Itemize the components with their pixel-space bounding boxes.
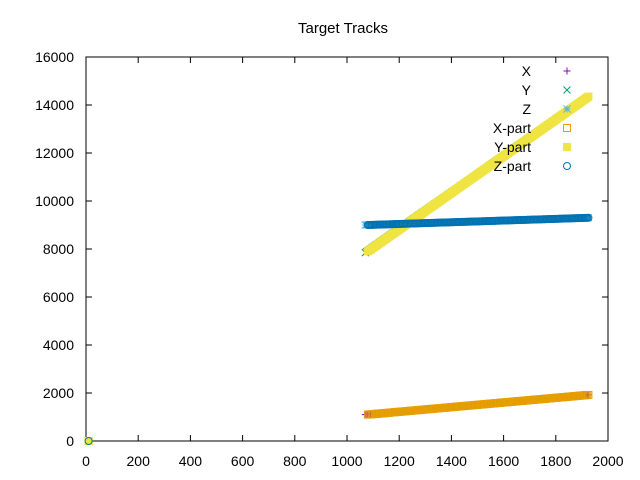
legend-marker: [563, 67, 571, 75]
x-tick-label: 600: [231, 453, 255, 469]
legend-marker: [563, 162, 571, 170]
y-tick-label: 8000: [43, 241, 74, 257]
data-point: [584, 390, 593, 399]
legend-marker: [563, 105, 571, 113]
data-point: [84, 437, 93, 445]
legend-label: X: [522, 63, 532, 79]
legend-label: Z-part: [494, 158, 531, 174]
legend-item: Y-part: [494, 139, 571, 155]
series-x-part: [84, 390, 593, 445]
y-tick-label: 0: [66, 433, 74, 449]
y-tick-label: 6000: [43, 289, 74, 305]
y-tick-label: 16000: [35, 49, 74, 65]
legend-item: Z-part: [494, 158, 571, 174]
legend-label: Y: [522, 82, 532, 98]
legend-label: Y-part: [494, 139, 531, 155]
series-z: [84, 213, 593, 445]
y-tick-label: 14000: [35, 97, 74, 113]
x-tick-label: 1600: [488, 453, 519, 469]
y-tick-label: 12000: [35, 145, 74, 161]
series-z-part: [84, 213, 593, 445]
legend-item: Z: [522, 101, 571, 117]
legend-label: Z: [522, 101, 531, 117]
x-tick-label: 2000: [592, 453, 623, 469]
x-tick-label: 400: [179, 453, 203, 469]
plot-area: [84, 92, 593, 445]
y-tick-label: 10000: [35, 193, 74, 209]
x-tick-label: 200: [127, 453, 151, 469]
legend-label: X-part: [493, 120, 531, 136]
x-tick-label: 1800: [540, 453, 571, 469]
y-tick-label: 4000: [43, 337, 74, 353]
legend-item: X: [522, 63, 571, 79]
chart-title: Target Tracks: [298, 20, 388, 37]
legend-item: X-part: [493, 120, 571, 136]
legend-marker: [563, 143, 571, 151]
legend: XYZ X-part Y-part Z-part: [493, 63, 571, 174]
legend-marker: [563, 86, 571, 94]
x-tick-label: 800: [283, 453, 307, 469]
x-tick-label: 1000: [331, 453, 362, 469]
x-tick-label: 0: [82, 453, 90, 469]
data-point: [584, 213, 593, 222]
y-tick-label: 2000: [43, 385, 74, 401]
legend-marker: [563, 124, 571, 132]
legend-item: Y: [522, 82, 571, 98]
data-point: [584, 92, 593, 101]
axes: 0 200 400 600 800 1000 1200 1400 1600 1800 2000 0 20…: [35, 49, 624, 469]
x-tick-label: 1400: [436, 453, 467, 469]
x-tick-label: 1200: [384, 453, 415, 469]
